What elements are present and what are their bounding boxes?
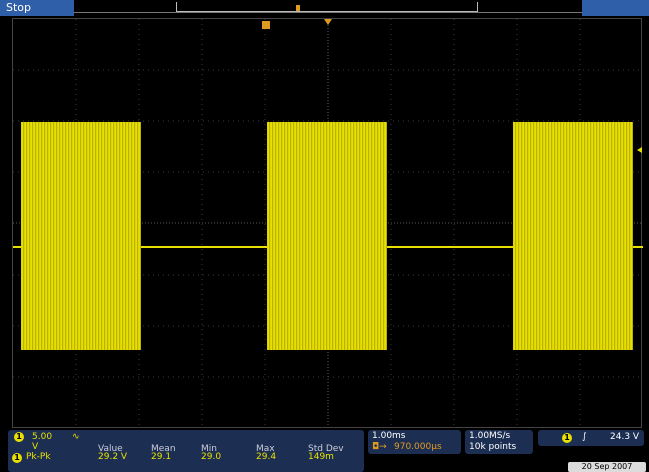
- measurement-std-dev: 149m: [308, 452, 334, 462]
- bandwidth-limit-icon: ∿: [72, 432, 80, 442]
- run-status-indicator[interactable]: Stop: [0, 0, 74, 16]
- channel-1-badge: 1: [14, 432, 24, 442]
- waveform-display[interactable]: [12, 18, 643, 429]
- trigger-position-marker: [296, 5, 300, 11]
- record-view-window[interactable]: [176, 2, 478, 12]
- horizontal-scale-value: 1.00ms: [372, 431, 406, 441]
- trigger-position-icon: [262, 21, 270, 29]
- waveform-burst-2: [267, 122, 387, 350]
- measurement-panel[interactable]: 1 5.00 V ∿ Value Mean Min Max Std Dev 1 …: [8, 430, 364, 472]
- waveform-burst-3: [513, 122, 633, 350]
- rising-edge-icon: ∫: [582, 432, 587, 442]
- trigger-level-marker[interactable]: [637, 147, 642, 153]
- header-mean: Mean: [151, 444, 176, 454]
- date-readout: 20 Sep 2007: [568, 462, 646, 472]
- measurement-value: 29.2 V: [98, 452, 128, 462]
- top-right-status-box: [582, 0, 649, 16]
- trigger-point-arrow: [324, 19, 332, 25]
- trigger-level-value: 24.3 V: [610, 432, 640, 442]
- header-value: Value: [98, 444, 123, 454]
- measurement-channel-badge: 1: [12, 453, 22, 463]
- horizontal-timebase-box[interactable]: 1.00ms ◘→ 970.000µs: [368, 430, 461, 454]
- measurement-min: 29.0: [201, 452, 222, 462]
- top-status-bar: Stop: [0, 0, 649, 16]
- measurement-mean: 29.1: [151, 452, 172, 462]
- header-max: Max: [256, 444, 275, 454]
- measurement-max: 29.4: [256, 452, 277, 462]
- waveform-burst-1: [21, 122, 141, 350]
- horizontal-delay-value: 970.000µs: [394, 442, 442, 452]
- header-min: Min: [201, 444, 217, 454]
- record-length-value: 10k points: [469, 442, 517, 452]
- header-std-dev: Std Dev: [308, 444, 344, 454]
- trigger-delay-icon: ◘→: [372, 442, 387, 452]
- trigger-readout-box[interactable]: 1 ∫ 24.3 V: [538, 430, 644, 446]
- record-view-bar: [74, 4, 582, 13]
- measurement-label-pk-pk: Pk-Pk: [26, 452, 51, 462]
- sample-rate-value: 1.00MS/s: [469, 431, 511, 441]
- vertical-scale-value: 5.00 V: [32, 432, 53, 452]
- acquisition-box[interactable]: 1.00MS/s 10k points: [465, 430, 533, 454]
- trigger-channel-badge: 1: [562, 433, 572, 443]
